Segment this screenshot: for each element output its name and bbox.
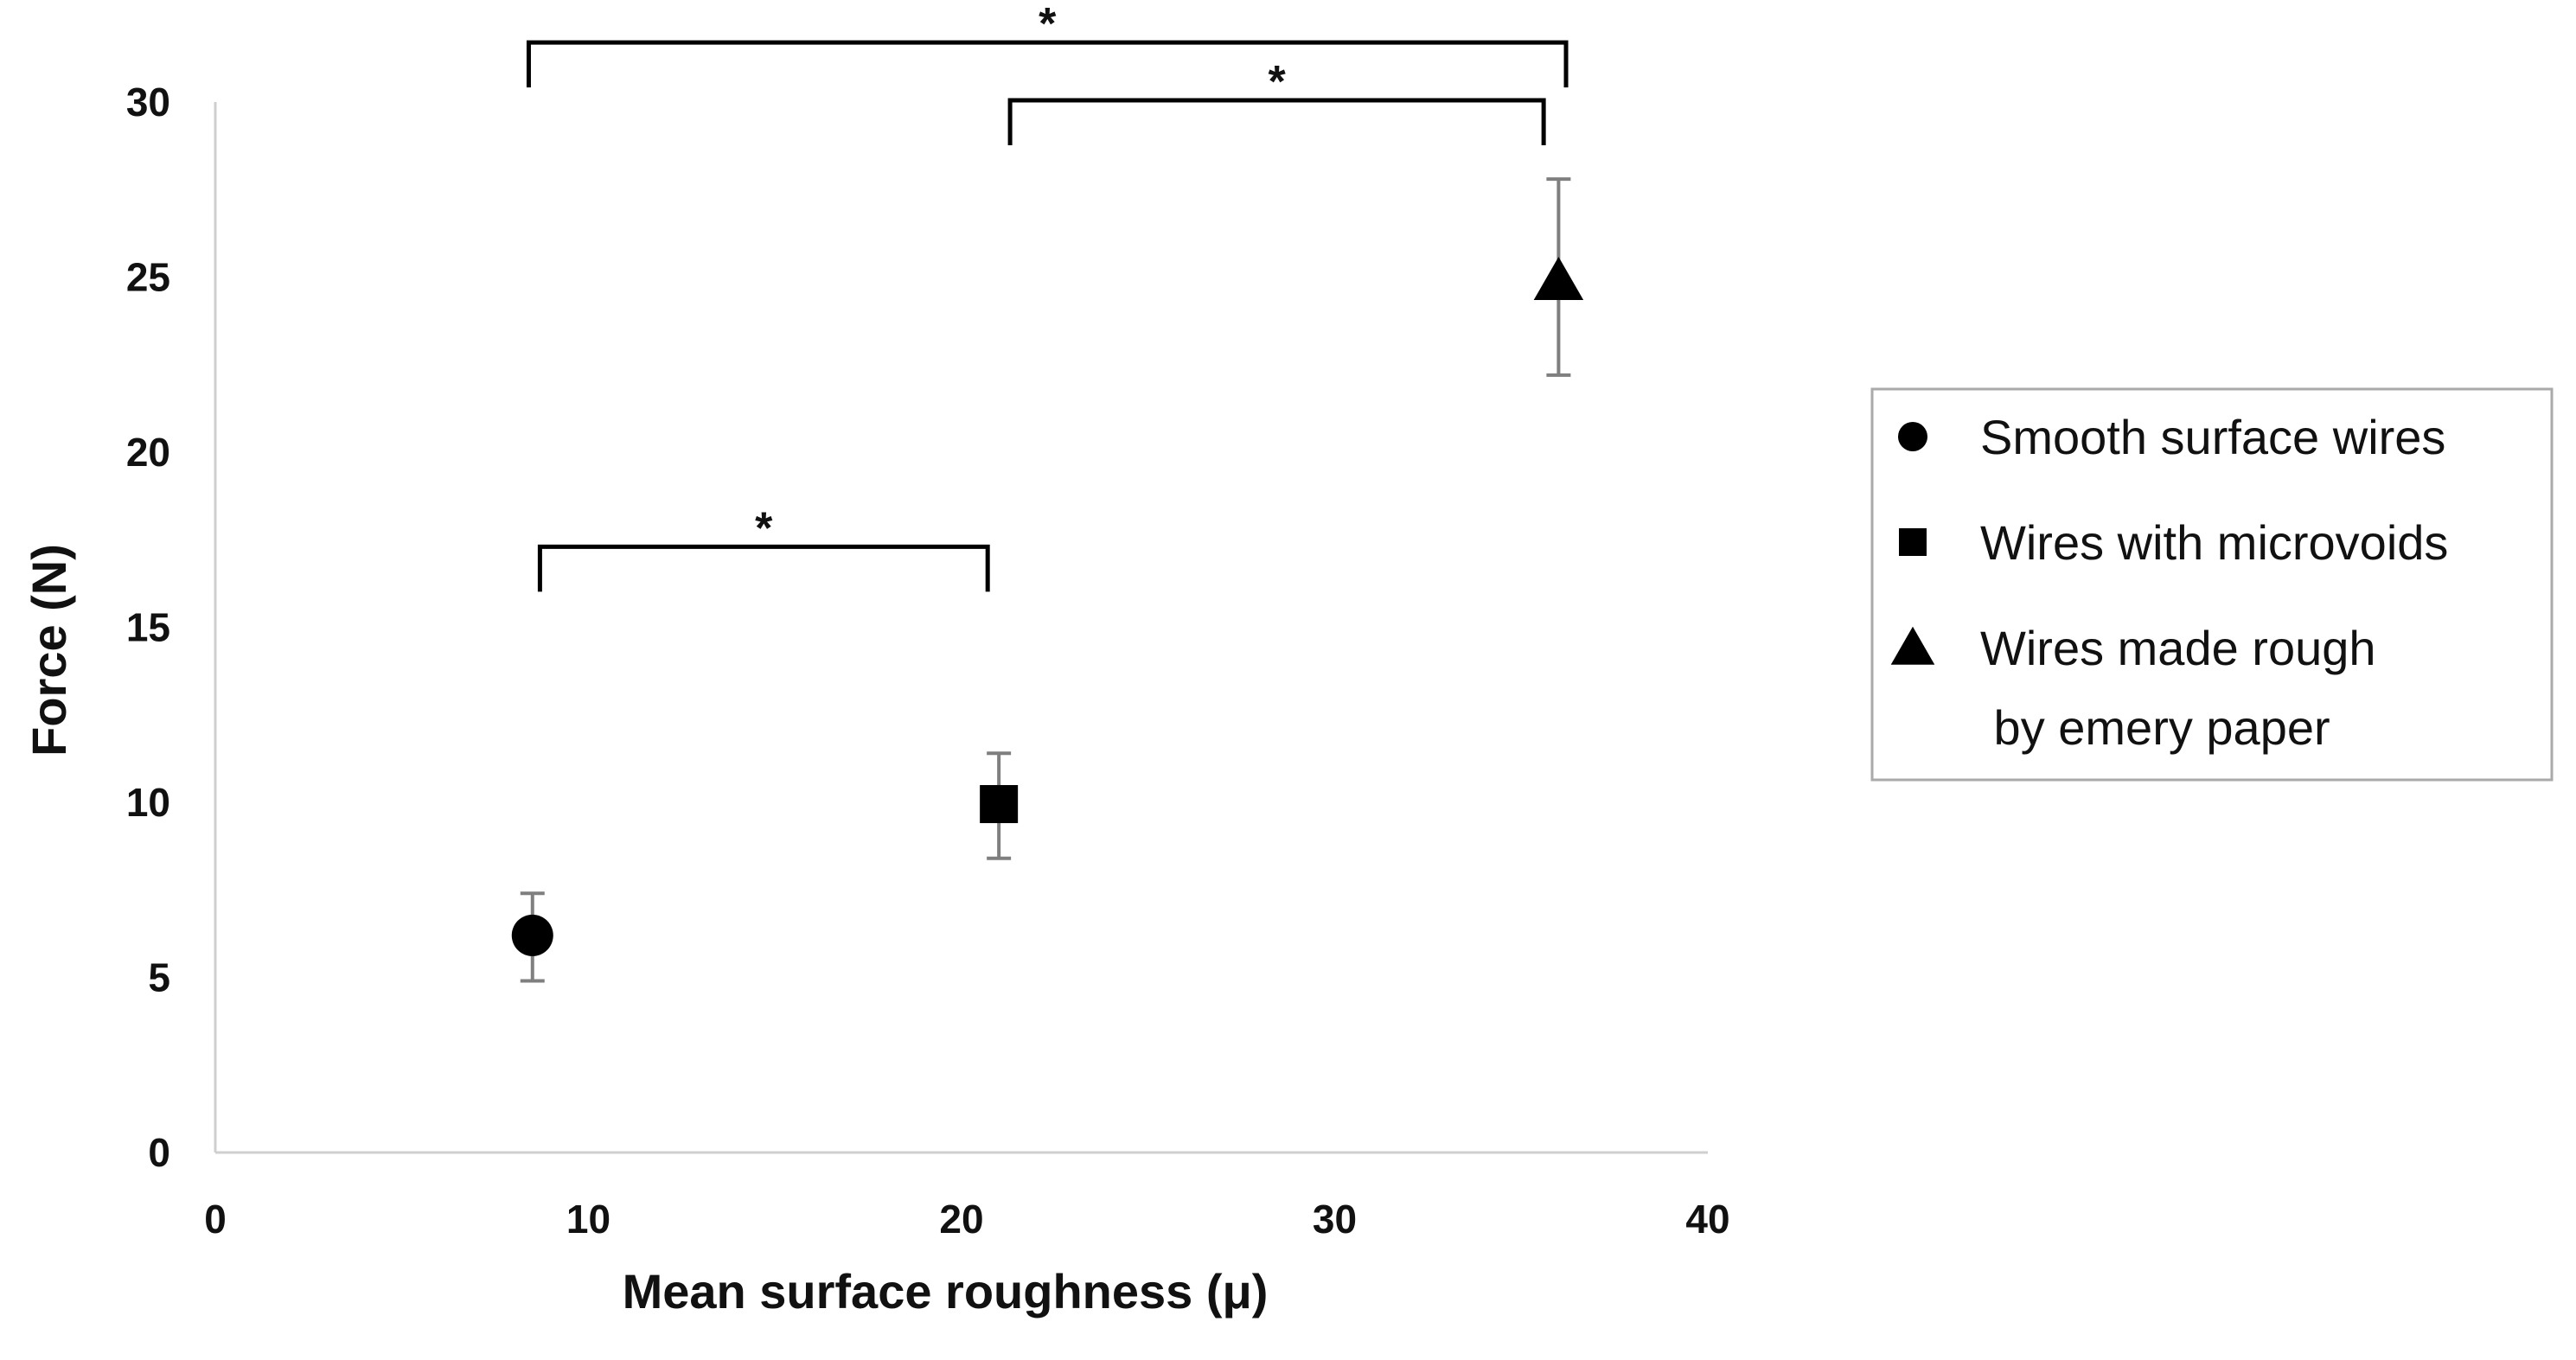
significance-bracket: * (537, 503, 990, 592)
legend-square-icon (1899, 528, 1927, 556)
x-tick-label: 20 (939, 1197, 983, 1242)
y-tick-label: 30 (126, 80, 170, 125)
significance-star: * (1039, 0, 1057, 49)
significance-bracket: * (1007, 57, 1546, 145)
y-tick-label: 15 (126, 605, 170, 650)
x-axis-title: Mean surface roughness (μ) (623, 1264, 1269, 1318)
bracket-line (1007, 98, 1546, 145)
bracket-line (526, 40, 1569, 88)
data-point-circle (511, 914, 553, 956)
legend-triangle-icon (1890, 626, 1935, 665)
tick-labels: 0 10 20 30 40 0 5 10 15 20 25 30 (126, 80, 1730, 1242)
data-points (511, 257, 1584, 956)
significance-star: * (755, 503, 773, 553)
y-tick-label: 25 (126, 255, 170, 300)
legend: Smooth surface wires Wires with microvoid… (1870, 387, 2554, 782)
bracket-line (537, 544, 990, 592)
significance-star: * (1268, 57, 1286, 107)
significance-brackets: * * * (526, 0, 1569, 592)
axes (214, 102, 1708, 1154)
legend-box (1870, 387, 2554, 782)
x-tick-label: 10 (566, 1197, 610, 1242)
legend-circle-icon (1898, 422, 1927, 451)
axis-titles: Mean surface roughness (μ) Force (N) (22, 544, 1268, 1318)
legend-label: Smooth surface wires (1980, 410, 2445, 464)
data-point-square (980, 785, 1019, 824)
data-point-triangle (1533, 257, 1584, 301)
y-tick-label: 10 (126, 780, 170, 825)
y-tick-label: 0 (148, 1130, 170, 1175)
x-tick-label: 40 (1685, 1197, 1729, 1242)
legend-label: Wires made rough (1980, 621, 2376, 675)
significance-bracket: * (526, 0, 1569, 88)
legend-entry: Wires made rough by emery paper (1890, 621, 2376, 755)
legend-label: Wires with microvoids (1980, 515, 2448, 570)
y-tick-label: 20 (126, 430, 170, 475)
y-axis-title: Force (N) (22, 544, 76, 757)
legend-entry: Wires with microvoids (1899, 515, 2448, 570)
legend-entry: Smooth surface wires (1898, 410, 2445, 464)
x-tick-label: 30 (1313, 1197, 1357, 1242)
y-tick-label: 5 (148, 955, 170, 1000)
legend-label: by emery paper (1980, 700, 2330, 755)
error-bars (520, 177, 1571, 983)
x-tick-label: 0 (204, 1197, 227, 1242)
